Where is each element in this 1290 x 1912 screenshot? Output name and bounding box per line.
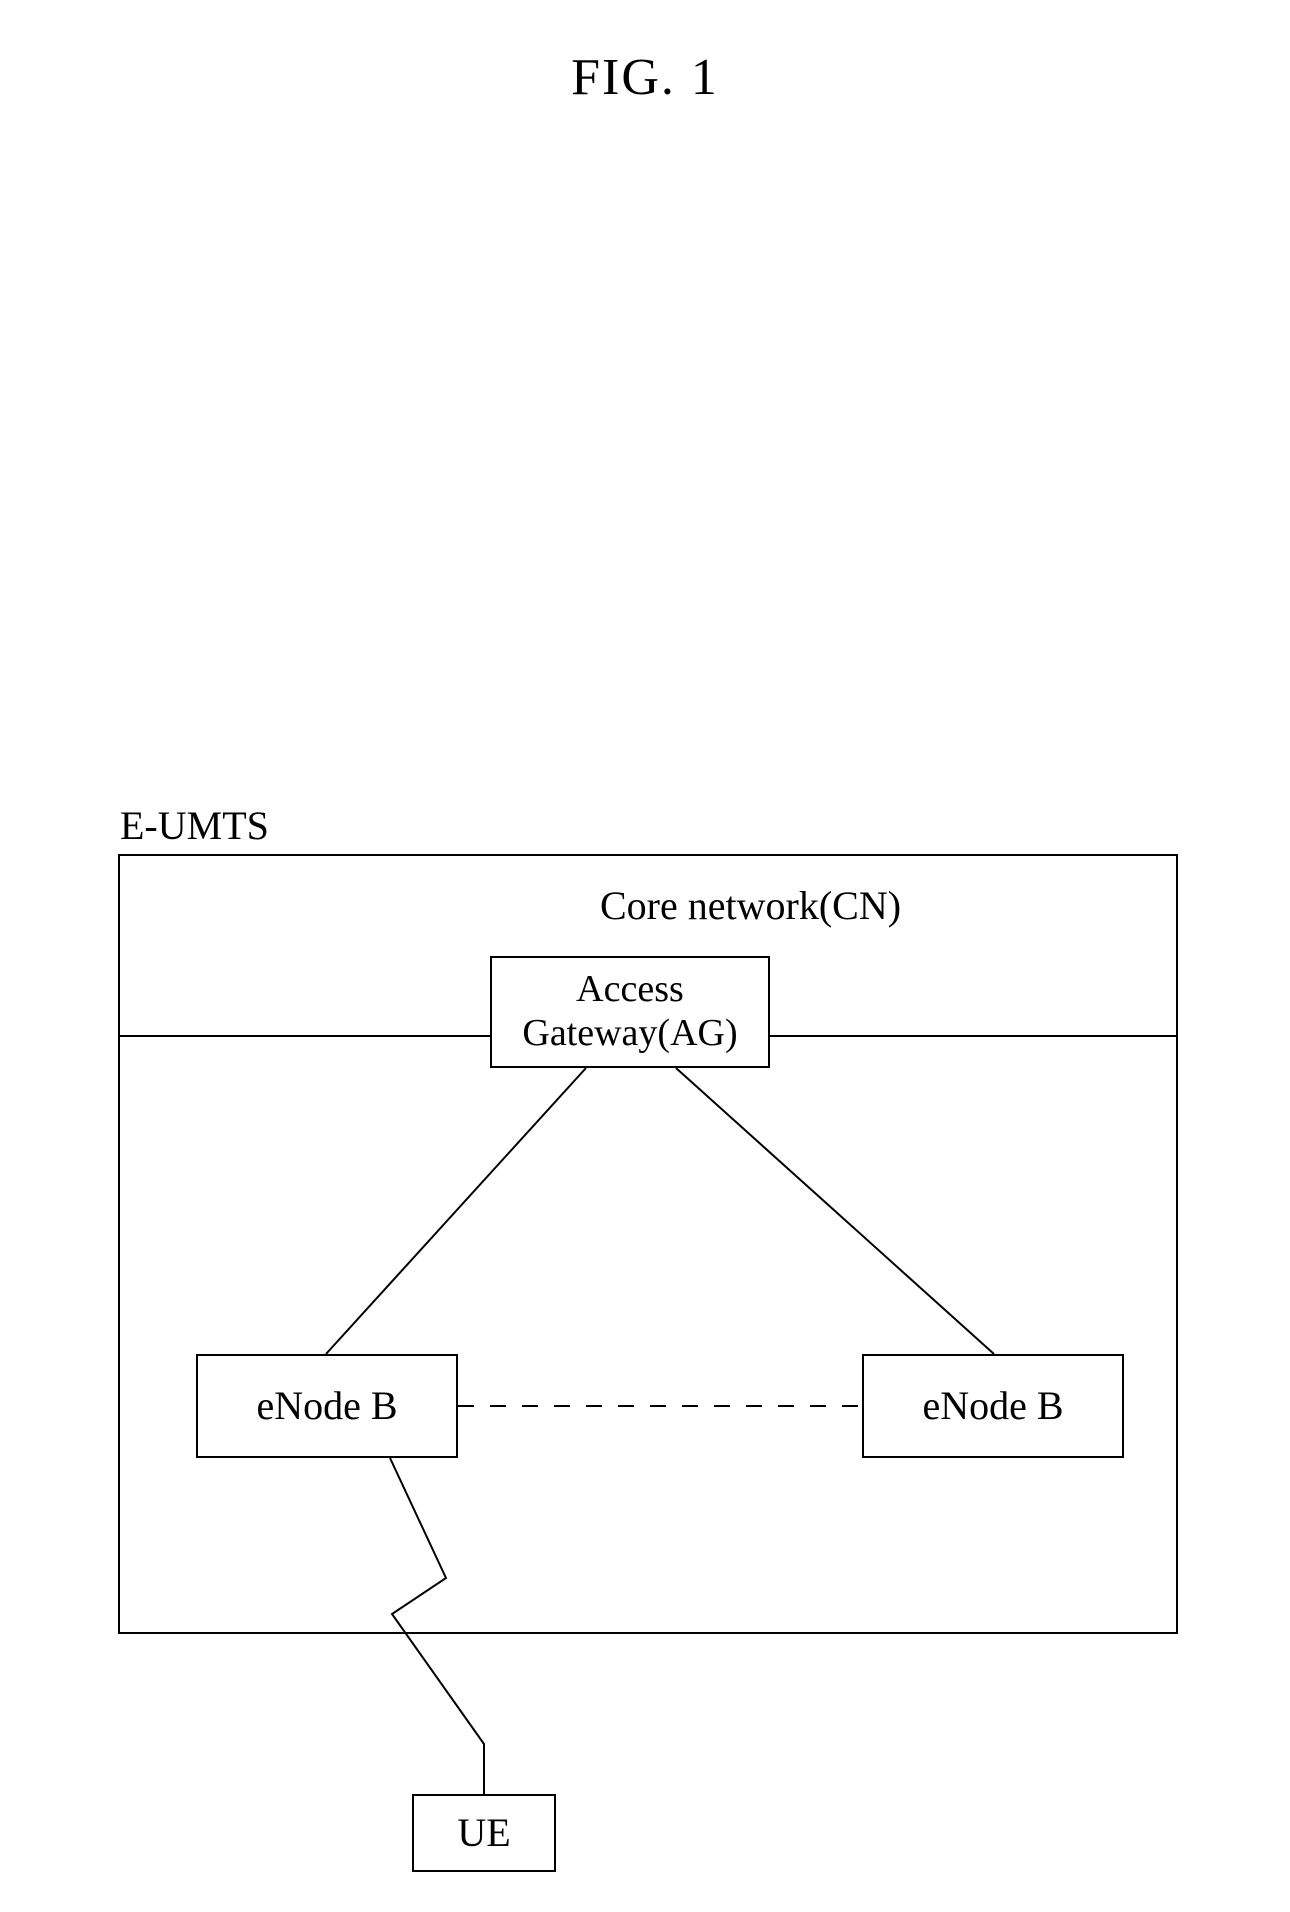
- enode-b-left: eNode B: [196, 1354, 458, 1458]
- ue-node: UE: [412, 1794, 556, 1872]
- core-network-label: Core network(CN): [600, 882, 901, 929]
- enode-b-right: eNode B: [862, 1354, 1124, 1458]
- access-gateway-node: AccessGateway(AG): [490, 956, 770, 1068]
- figure-canvas: FIG. 1 E-UMTS Core network(CN) AccessGat…: [0, 0, 1290, 1912]
- figure-title: FIG. 1: [0, 48, 1290, 107]
- outer-system-label: E-UMTS: [120, 802, 269, 849]
